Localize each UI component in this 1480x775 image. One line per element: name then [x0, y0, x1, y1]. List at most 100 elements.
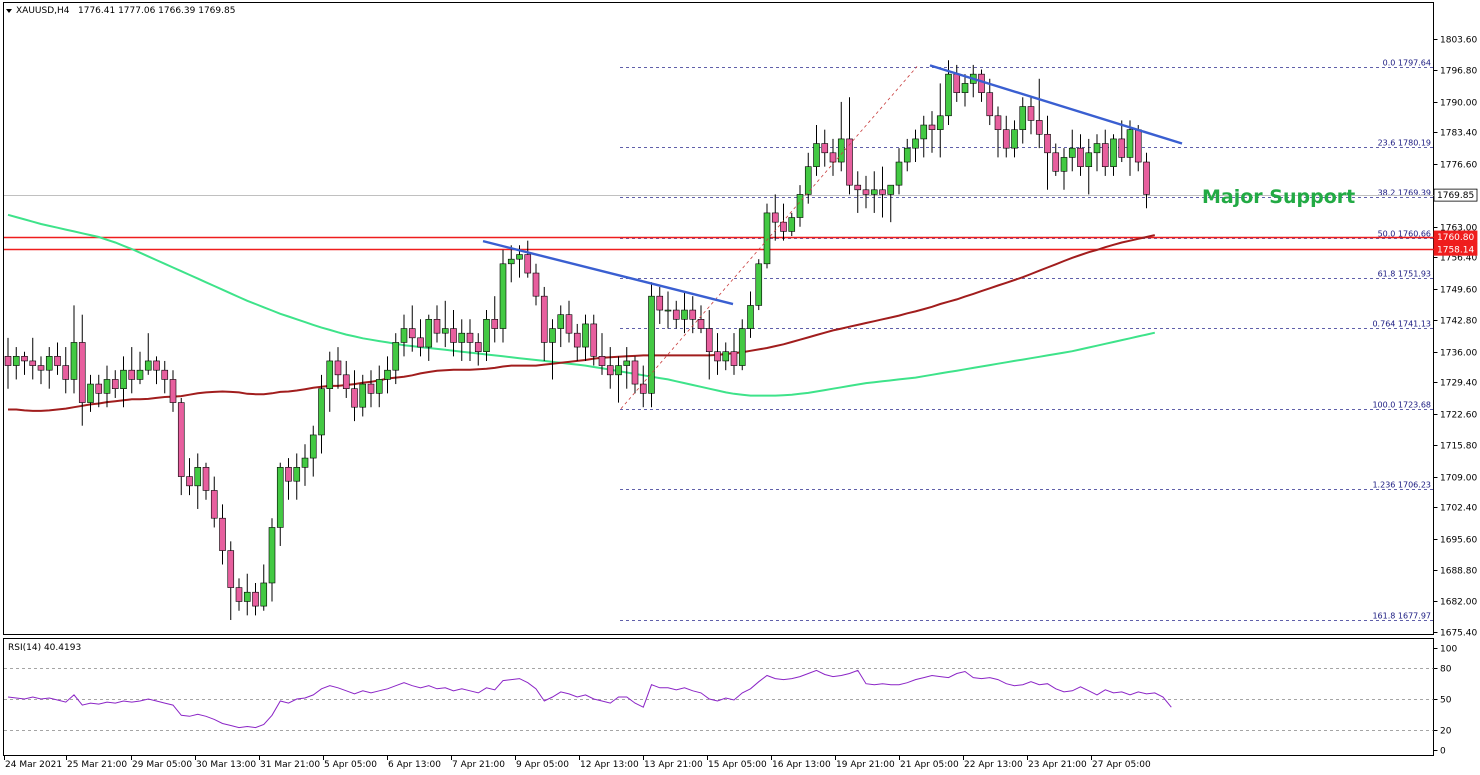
candle[interactable] — [474, 333, 482, 366]
candle[interactable] — [45, 347, 53, 389]
candle[interactable] — [260, 564, 268, 611]
candle[interactable] — [441, 300, 449, 348]
trendline-april-resistance[interactable] — [482, 239, 734, 306]
candle[interactable] — [359, 374, 367, 417]
candle[interactable] — [177, 397, 185, 496]
candle[interactable] — [557, 305, 565, 348]
candle[interactable] — [1027, 97, 1035, 135]
candle[interactable] — [4, 337, 12, 389]
candle[interactable] — [161, 360, 169, 394]
candle[interactable] — [714, 333, 721, 375]
candle[interactable] — [1019, 97, 1027, 144]
candle[interactable] — [342, 360, 350, 398]
candle[interactable] — [1002, 115, 1010, 158]
candle[interactable] — [672, 300, 680, 329]
candle[interactable] — [384, 356, 391, 394]
candle[interactable] — [120, 356, 127, 408]
candle[interactable] — [169, 370, 177, 412]
trendline-descending-resistance[interactable] — [929, 64, 1183, 145]
candle[interactable] — [689, 296, 697, 334]
candle[interactable] — [507, 245, 515, 283]
candle[interactable] — [747, 291, 754, 338]
candle[interactable] — [466, 319, 474, 361]
candle[interactable] — [565, 300, 573, 343]
candle[interactable] — [392, 333, 400, 385]
candle[interactable] — [705, 310, 713, 380]
candle[interactable] — [219, 504, 226, 565]
collapse-triangle-icon[interactable] — [6, 9, 12, 13]
candle[interactable] — [1126, 120, 1134, 176]
candle[interactable] — [664, 291, 672, 329]
candle[interactable] — [1143, 152, 1150, 209]
candlesticks[interactable] — [4, 60, 1150, 620]
candle[interactable] — [235, 578, 243, 611]
candle[interactable] — [70, 305, 78, 394]
candle[interactable] — [12, 347, 20, 380]
candle[interactable] — [912, 129, 919, 163]
candle[interactable] — [615, 356, 622, 403]
candle[interactable] — [920, 115, 928, 158]
candle[interactable] — [194, 453, 202, 509]
candle[interactable] — [771, 194, 779, 241]
candle[interactable] — [29, 337, 37, 380]
candle[interactable] — [285, 458, 292, 500]
candle[interactable] — [1060, 148, 1068, 190]
candle[interactable] — [1068, 129, 1076, 172]
candle[interactable] — [879, 166, 886, 218]
candle[interactable] — [730, 333, 738, 375]
drawn-lines[interactable] — [482, 64, 1183, 409]
candle[interactable] — [351, 370, 358, 422]
candle[interactable] — [763, 203, 771, 269]
candle[interactable] — [1052, 143, 1060, 176]
candle[interactable] — [738, 319, 746, 371]
candle[interactable] — [837, 101, 845, 172]
candle[interactable] — [367, 370, 375, 408]
candle[interactable] — [491, 296, 499, 343]
candle[interactable] — [499, 249, 507, 343]
candle[interactable] — [1085, 138, 1093, 195]
candle[interactable] — [862, 175, 870, 209]
candle[interactable] — [681, 291, 688, 334]
candle[interactable] — [1011, 120, 1018, 158]
candle[interactable] — [903, 138, 911, 172]
candle[interactable] — [1077, 134, 1084, 176]
candle[interactable] — [854, 171, 862, 213]
candle[interactable] — [408, 305, 416, 352]
candle[interactable] — [804, 152, 812, 204]
candle[interactable] — [631, 356, 639, 394]
candle[interactable] — [318, 374, 325, 454]
candle[interactable] — [549, 319, 556, 380]
candle[interactable] — [417, 319, 424, 357]
candle[interactable] — [1101, 129, 1109, 176]
candle[interactable] — [887, 184, 895, 223]
candle[interactable] — [648, 282, 655, 408]
candle[interactable] — [450, 310, 457, 357]
candle[interactable] — [936, 83, 944, 158]
candle[interactable] — [639, 365, 647, 408]
candle[interactable] — [425, 314, 433, 361]
candle[interactable] — [293, 453, 301, 500]
candle[interactable] — [136, 351, 144, 385]
candle[interactable] — [796, 185, 804, 227]
candle[interactable] — [697, 305, 705, 334]
candle[interactable] — [1110, 134, 1117, 176]
candle[interactable] — [573, 323, 581, 361]
candle[interactable] — [243, 573, 251, 616]
candle[interactable] — [309, 425, 317, 477]
candle[interactable] — [268, 518, 276, 602]
candle[interactable] — [128, 347, 136, 394]
candle[interactable] — [111, 370, 119, 398]
candle[interactable] — [54, 342, 61, 375]
candle[interactable] — [598, 333, 606, 375]
candle[interactable] — [788, 212, 796, 237]
candle[interactable] — [326, 351, 334, 412]
candle[interactable] — [590, 314, 598, 366]
candle[interactable] — [961, 74, 969, 107]
candle[interactable] — [656, 286, 664, 324]
candle[interactable] — [1035, 78, 1043, 149]
candle[interactable] — [606, 347, 614, 389]
candle[interactable] — [153, 356, 160, 385]
candle[interactable] — [21, 351, 28, 375]
candle[interactable] — [375, 365, 383, 408]
candle[interactable] — [78, 314, 86, 426]
